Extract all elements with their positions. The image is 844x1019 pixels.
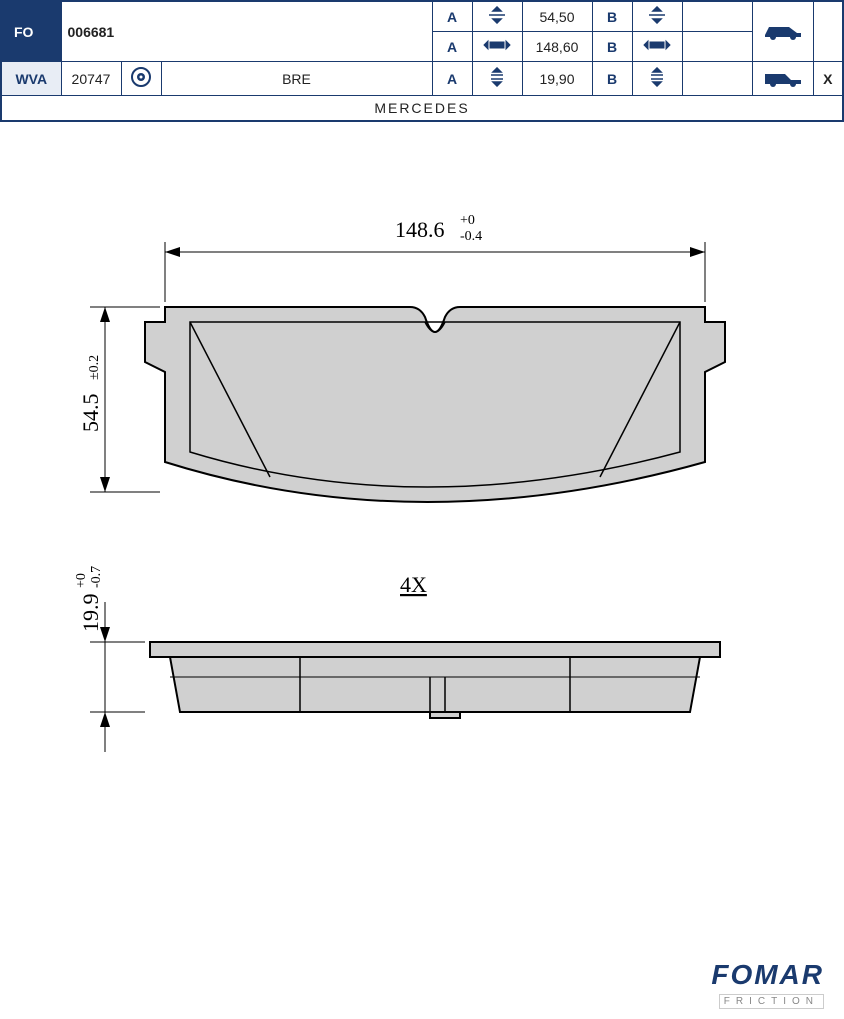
quantity-label: 4X: [400, 572, 427, 597]
width-tol-upper: +0: [460, 213, 475, 228]
part-number-cell: 006681: [61, 1, 432, 62]
brand-logo: FOMAR FRICTION: [711, 959, 824, 1009]
width-value: 148.6: [395, 217, 445, 242]
vehicle-rear-icon: [752, 62, 813, 96]
pad-front-view: [145, 307, 725, 502]
dim-a-value-0: 54,50: [522, 1, 592, 32]
prefix-cell: FO: [1, 1, 61, 62]
wva-label: WVA: [1, 62, 61, 96]
dim-a-value-1: 148,60: [522, 32, 592, 62]
dim-a-label-1: A: [432, 32, 472, 62]
thick-icon-b: [632, 62, 682, 96]
height-value: 54.5: [78, 394, 103, 433]
disc-icon: [121, 62, 161, 96]
thickness-tol-upper: +0: [74, 573, 89, 588]
dim-a-value-2: 19,90: [522, 62, 592, 96]
dim-a-label-2: A: [432, 62, 472, 96]
manufacturer-cell: MERCEDES: [1, 96, 843, 122]
dim-a-label-0: A: [432, 1, 472, 32]
drawing-svg: 148.6 +0 -0.4 54.5 ±0.2 4X: [0, 122, 844, 902]
width-dimension: 148.6 +0 -0.4: [165, 213, 705, 302]
vehicle-front-mark: [813, 1, 843, 62]
thickness-tol-lower: -0.7: [89, 566, 104, 588]
vehicle-rear-mark: X: [813, 62, 843, 96]
pad-side-view: [150, 642, 720, 718]
wva-value: 20747: [61, 62, 121, 96]
logo-sub: FRICTION: [719, 994, 824, 1009]
dim-b-label-0: B: [592, 1, 632, 32]
width-icon-b: [632, 32, 682, 62]
bre-label: BRE: [161, 62, 432, 96]
technical-drawing: 148.6 +0 -0.4 54.5 ±0.2 4X: [0, 122, 844, 902]
vehicle-front-icon: [752, 1, 813, 62]
height-icon-a: [472, 1, 522, 32]
logo-name: FOMAR: [711, 959, 824, 991]
width-icon-a: [472, 32, 522, 62]
dim-b-label-2: B: [592, 62, 632, 96]
thickness-value: 19.9: [78, 594, 103, 633]
thickness-dimension: 19.9 +0 -0.7: [74, 566, 145, 752]
height-tol: ±0.2: [87, 355, 102, 380]
height-icon-b: [632, 1, 682, 32]
spec-header-table: FO 006681 A 54,50 B A 148,60 B WVA 20747: [0, 0, 844, 122]
dim-b-value-0: [682, 1, 752, 32]
dim-b-value-2: [682, 62, 752, 96]
dim-b-label-1: B: [592, 32, 632, 62]
dim-b-value-1: [682, 32, 752, 62]
width-tol-lower: -0.4: [460, 229, 482, 244]
thick-icon-a: [472, 62, 522, 96]
